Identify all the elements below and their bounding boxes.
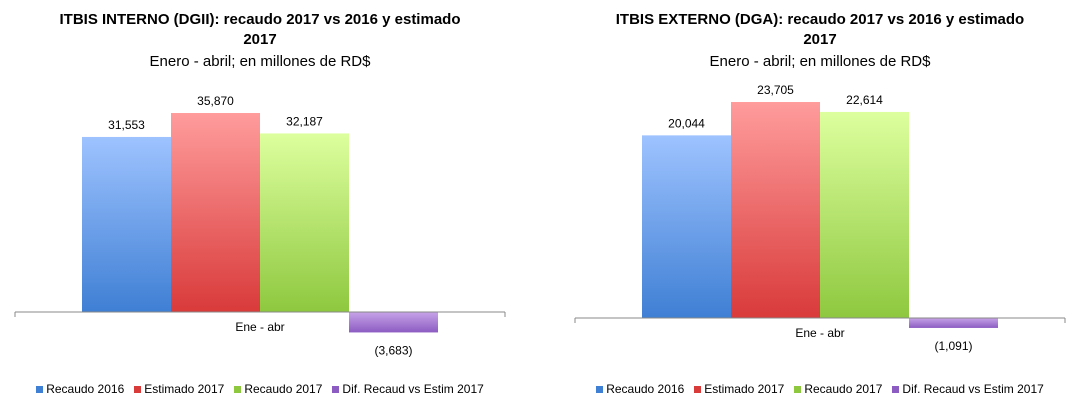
bar-recaudo-2017	[260, 133, 349, 312]
legend-label: Recaudo 2017	[244, 382, 323, 396]
chart-legend: Recaudo 2016 Estimado 2017 Recaudo 2017 Dif…	[560, 382, 1080, 396]
legend-item: Recaudo 2017	[794, 382, 882, 396]
chart-title: ITBIS INTERNO (DGII): recaudo 2017 vs 20…	[0, 10, 520, 50]
legend-label: Dif. Recaud vs Estim 2017	[902, 382, 1044, 396]
bar-dif-recaud-vs-estim-2017	[349, 312, 438, 333]
data-label: 22,614	[846, 93, 883, 107]
legend-swatch	[596, 385, 604, 393]
chart-panel-externo: ITBIS EXTERNO (DGA): recaudo 2017 vs 201…	[560, 0, 1080, 412]
legend-swatch	[694, 385, 702, 393]
bar-dif-recaud-vs-estim-2017	[909, 318, 998, 328]
legend-label: Recaudo 2016	[46, 382, 125, 396]
legend-item: Dif. Recaud vs Estim 2017	[332, 382, 484, 396]
bar-estimado-2017	[731, 102, 820, 318]
legend-swatch	[234, 385, 242, 393]
bar-estimado-2017	[171, 113, 260, 312]
bar-chart: 31,553 35,870 32,187 (3,683) Ene - abr	[14, 94, 506, 357]
legend-item: Recaudo 2017	[234, 382, 322, 396]
chart-legend: Recaudo 2016 Estimado 2017 Recaudo 2017 Dif…	[0, 382, 520, 396]
bar-chart: 20,044 23,705 22,614 (1,091) Ene - abr	[574, 83, 1066, 353]
legend-label: Estimado 2017	[144, 382, 225, 396]
legend-swatch	[134, 385, 142, 393]
bar-recaudo-2017	[820, 111, 909, 318]
data-label: 32,187	[286, 114, 323, 128]
chart-subtitle: Enero - abril; en millones de RD$	[149, 53, 371, 70]
legend-swatch	[794, 385, 802, 393]
legend-swatch	[892, 385, 900, 393]
chart-title: ITBIS EXTERNO (DGA): recaudo 2017 vs 201…	[560, 10, 1080, 50]
legend-swatch	[332, 385, 340, 393]
chart-title-line2: 2017	[243, 31, 277, 48]
x-tick-label: Ene - abr	[795, 326, 844, 340]
data-label: 31,553	[108, 118, 145, 132]
legend-item: Recaudo 2016	[596, 382, 684, 396]
data-label: 23,705	[757, 83, 794, 97]
legend-item: Dif. Recaud vs Estim 2017	[892, 382, 1044, 396]
legend-label: Dif. Recaud vs Estim 2017	[342, 382, 484, 396]
legend-item: Recaudo 2016	[36, 382, 124, 396]
chart-panel-interno: ITBIS INTERNO (DGII): recaudo 2017 vs 20…	[0, 0, 520, 412]
bar-recaudo-2016	[82, 136, 171, 312]
legend-item: Estimado 2017	[134, 382, 224, 396]
data-label: 20,044	[668, 116, 705, 130]
data-label: (3,683)	[374, 343, 412, 357]
chart-title-line1: ITBIS EXTERNO (DGA): recaudo 2017 vs 201…	[615, 11, 1025, 28]
x-tick-label: Ene - abr	[235, 320, 284, 334]
chart-title-line2: 2017	[803, 31, 837, 48]
bar-recaudo-2016	[642, 135, 731, 318]
legend-label: Recaudo 2017	[804, 382, 883, 396]
chart-title-line1: ITBIS INTERNO (DGII): recaudo 2017 vs 20…	[59, 11, 461, 28]
chart-subtitle: Enero - abril; en millones de RD$	[709, 53, 931, 70]
data-label: 35,870	[197, 94, 234, 108]
legend-label: Estimado 2017	[704, 382, 785, 396]
legend-item: Estimado 2017	[694, 382, 784, 396]
legend-swatch	[36, 385, 44, 393]
legend-label: Recaudo 2016	[606, 382, 685, 396]
data-label: (1,091)	[934, 339, 972, 353]
